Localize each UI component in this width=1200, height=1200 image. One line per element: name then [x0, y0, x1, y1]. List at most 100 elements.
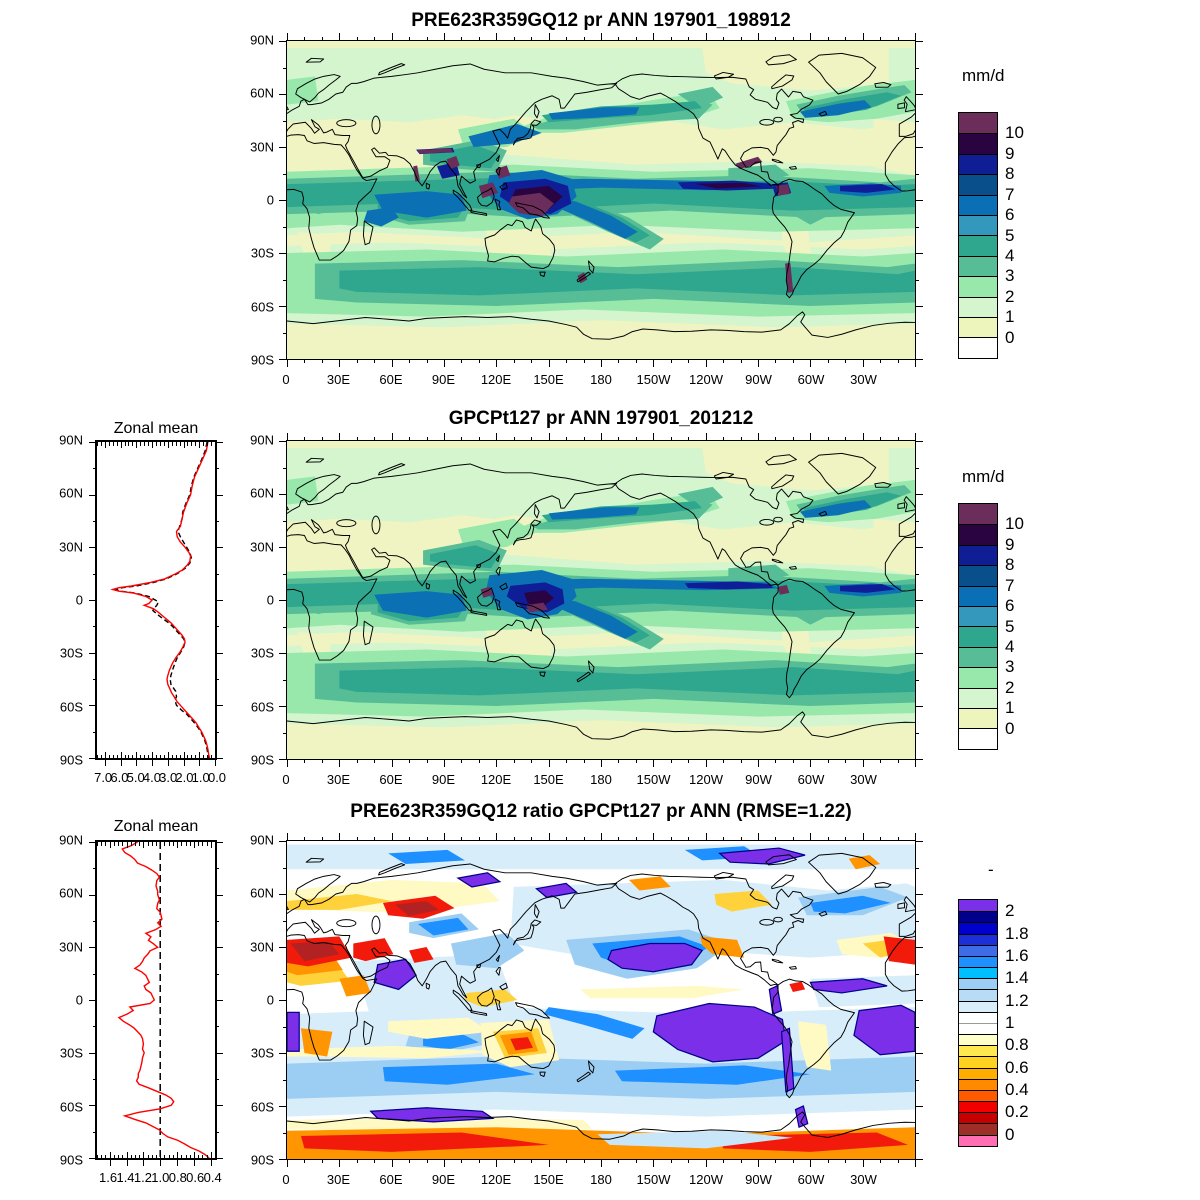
- lat-tick-label: 30S: [59, 645, 83, 661]
- colorbar-tick-label: 10: [1005, 123, 1024, 143]
- panel3-colorbar-unit: -: [988, 860, 994, 879]
- panel2-title: GPCPt127 pr ANN 197901_201212: [448, 408, 754, 429]
- colorbar-tick-label: 4: [1005, 636, 1015, 656]
- colorbar-cell: [959, 1000, 997, 1012]
- lon-tick-label: 150W: [636, 1172, 671, 1187]
- colorbar-cell: [959, 967, 997, 979]
- panel2-colorbar: 10 9 8 7 6 5 4 3 2 1 0: [958, 503, 1024, 750]
- lon-tick-label: 30W: [850, 1172, 877, 1187]
- colorbar-cell: [959, 1123, 997, 1135]
- panel3-bottom-ticks: [287, 1159, 916, 1168]
- ratio-field: [287, 841, 915, 1159]
- colorbar-tick-label: 0.6: [1005, 1057, 1029, 1077]
- colorbar-cell: [959, 1011, 997, 1023]
- lat-tick-label: 0: [266, 192, 274, 208]
- colorbar-tick-label: 6: [1005, 596, 1015, 616]
- lon-tick-label: 180: [590, 1172, 612, 1187]
- lon-tick-label: 90W: [745, 1172, 772, 1187]
- panel1-bottom-ticks: [287, 359, 916, 368]
- colorbar-tick-label: 5: [1005, 225, 1015, 245]
- zonal-x-tick-label: 0.4: [203, 1170, 222, 1185]
- colorbar-cell: [959, 646, 997, 668]
- colorbar-tick-label: 3: [1005, 657, 1015, 677]
- lon-tick-label: 60E: [379, 1172, 403, 1187]
- lat-tick-label: 60S: [250, 299, 274, 315]
- lat-tick-label: 30S: [250, 645, 274, 661]
- lon-tick-label: 90W: [745, 772, 772, 787]
- colorbar-tick-label: 4: [1005, 245, 1015, 265]
- colorbar-cell: [959, 1022, 997, 1035]
- colorbar-cell: [959, 276, 997, 297]
- zonal1-x-axis: 7.0 6.0 5.0 4.0 3.0 2.0 1.0 0.0: [94, 770, 226, 786]
- panel3-zonal-title: Zonal mean: [113, 818, 199, 835]
- zonal2-bottom-inner-ticks: [97, 1151, 216, 1158]
- panel1-right-ticks: [915, 41, 924, 360]
- lat-tick-label: 60N: [250, 85, 274, 101]
- lon-tick-label: 30W: [850, 372, 877, 387]
- zonal-ratio-lines: [117, 842, 210, 1158]
- lon-tick-label: 120W: [689, 372, 723, 387]
- zonal2-lat-axis: 90N 60N 30N 0 30S 60S 90S: [20, 833, 83, 1168]
- panel1-left-ticks: [278, 41, 287, 360]
- zonal-mean-precip-plot: [89, 440, 223, 766]
- panel2-right-ticks: [915, 441, 924, 760]
- lon-tick-label: 120W: [689, 772, 723, 787]
- colorbar-cell: [959, 174, 997, 195]
- panel1-lon-axis: 0 30E 60E 90E 120E 150E 180 150W 120W 90W 60W 30W: [282, 372, 916, 388]
- lat-tick-label: 60S: [59, 1099, 83, 1115]
- zonal1-bottom-inner-ticks: [97, 751, 216, 758]
- lon-tick-label: 60E: [379, 372, 403, 387]
- colorbar-tick-label: 6: [1005, 205, 1015, 225]
- zonal2-right-ticks: [215, 842, 224, 1159]
- lat-tick-label: 0: [266, 592, 274, 608]
- lon-tick-label: 30E: [326, 372, 351, 387]
- colorbar-cell: [959, 565, 997, 586]
- colorbar-tick-label: 9: [1005, 143, 1015, 163]
- panel3-left-ticks: [278, 841, 287, 1160]
- zonal-x-tick-label: 3.0: [159, 770, 178, 785]
- zonal-series-solid: [110, 442, 211, 758]
- colorbar-cell: [959, 922, 997, 934]
- colorbar-cell: [959, 944, 997, 956]
- panel3-top-ticks: [287, 832, 916, 841]
- lat-tick-label: 0: [266, 992, 274, 1008]
- lat-tick-label: 90S: [250, 352, 274, 368]
- panel2-lon-axis: 0 30E 60E 90E 120E 150E 180 150W 120W 90W 60W 30W: [282, 772, 916, 788]
- model-precip-map: [279, 33, 923, 367]
- colorbar-cell: [959, 955, 997, 968]
- zonal-x-tick-label: 2.0: [175, 770, 194, 785]
- colorbar-cell: [959, 585, 997, 607]
- colorbar-tick-label: 1.4: [1005, 968, 1029, 988]
- colorbar-tick-label: 1.6: [1005, 945, 1029, 965]
- lon-tick-label: 60W: [797, 772, 825, 787]
- panel1-top-ticks: [287, 32, 916, 41]
- lon-tick-label: 180: [590, 772, 612, 787]
- lat-tick-label: 0: [75, 592, 83, 608]
- colorbar-cell: [959, 687, 997, 709]
- colorbar-tick-label: 0: [1005, 1124, 1015, 1144]
- colorbar-cell: [959, 1056, 997, 1068]
- colorbar-cell: [959, 235, 997, 256]
- lon-tick-label: 90E: [431, 772, 456, 787]
- colorbar-cell: [959, 1101, 997, 1113]
- zonal2-top-ticks: [97, 842, 216, 849]
- zonal-x-tick-label: 1.4: [116, 1170, 135, 1185]
- colorbar-cell: [959, 1078, 997, 1090]
- zonal1-lat-axis: 90N 60N 30N 0 30S 60S 90S: [20, 433, 83, 768]
- model-precip-field: [287, 41, 915, 359]
- lat-tick-label: 90S: [59, 752, 83, 768]
- lat-tick-label: 90N: [250, 832, 274, 848]
- colorbar-cell: [959, 153, 997, 175]
- lon-tick-label: 120E: [480, 372, 512, 387]
- colorbar-tick-label: 9: [1005, 534, 1015, 554]
- obs-precip-field: [287, 441, 915, 759]
- zonal2-left-ticks: [88, 842, 97, 1159]
- lat-tick-label: 90N: [59, 432, 83, 448]
- lat-tick-label: 60N: [59, 885, 83, 901]
- panel1-colorbar: 10 9 8 7 6 5 4 3 2 1 0: [958, 112, 1024, 359]
- lon-tick-label: 120E: [480, 1172, 512, 1187]
- colorbar-cell: [959, 317, 997, 338]
- panel2-top-ticks: [287, 432, 916, 441]
- zonal-x-tick-label: 0.6: [186, 1170, 205, 1185]
- colorbar-cell: [959, 255, 997, 277]
